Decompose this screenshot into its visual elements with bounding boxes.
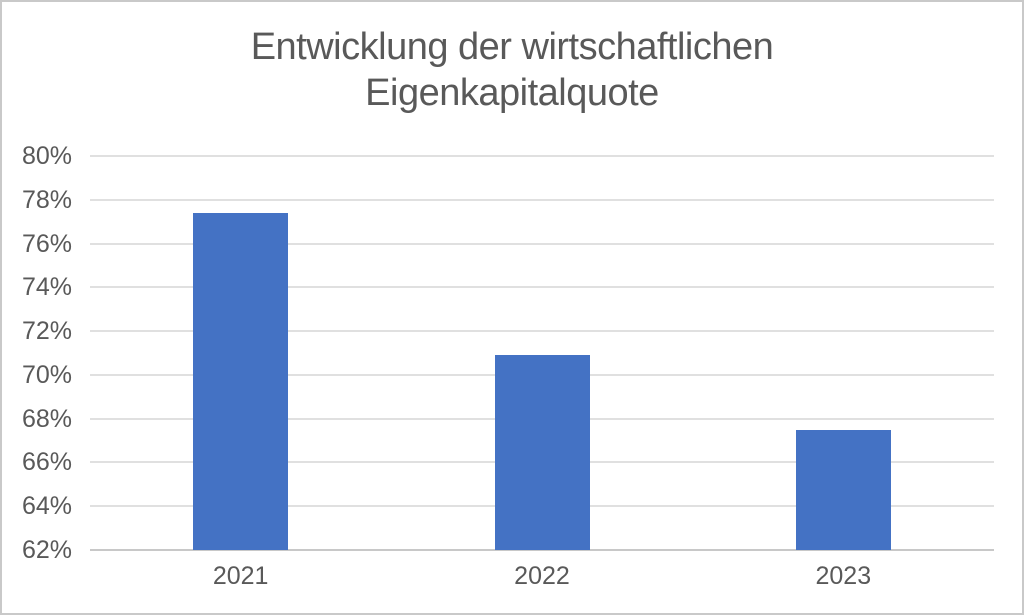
y-tick-label: 74%: [21, 273, 72, 302]
y-tick-label: 64%: [21, 492, 72, 521]
chart-title: Entwicklung der wirtschaftlichen Eigenka…: [2, 24, 1022, 116]
x-tick-label: 2022: [514, 562, 570, 590]
plot-area: [90, 155, 994, 551]
bar-2022: [494, 355, 590, 550]
gridline: [90, 242, 994, 245]
bar-2021: [193, 212, 289, 550]
y-tick-label: 66%: [21, 448, 72, 477]
chart-title-line-1: Entwicklung der wirtschaftlichen: [250, 26, 774, 68]
chart-title-line-2: Eigenkapitalquote: [365, 72, 659, 114]
y-tick-label: 68%: [21, 404, 72, 433]
y-tick-label: 72%: [21, 317, 72, 346]
gridline: [90, 198, 994, 201]
bar-2023: [795, 429, 891, 550]
y-tick-label: 70%: [21, 360, 72, 389]
x-axis-labels: 2021 2022 2023: [90, 562, 994, 591]
gridline: [90, 155, 994, 157]
gridline: [90, 286, 994, 289]
y-tick-label: 62%: [21, 536, 72, 564]
x-tick-label: 2023: [815, 562, 872, 590]
y-tick-label: 76%: [21, 229, 72, 258]
x-axis-line: [90, 549, 994, 551]
y-tick-label: 80%: [21, 142, 72, 170]
x-tick-label: 2021: [212, 562, 269, 590]
y-axis-labels: 80% 78% 76% 74% 72% 70% 68% 66% 64% 62%: [2, 2, 72, 613]
y-tick-label: 78%: [21, 185, 72, 214]
gridline: [90, 330, 994, 333]
